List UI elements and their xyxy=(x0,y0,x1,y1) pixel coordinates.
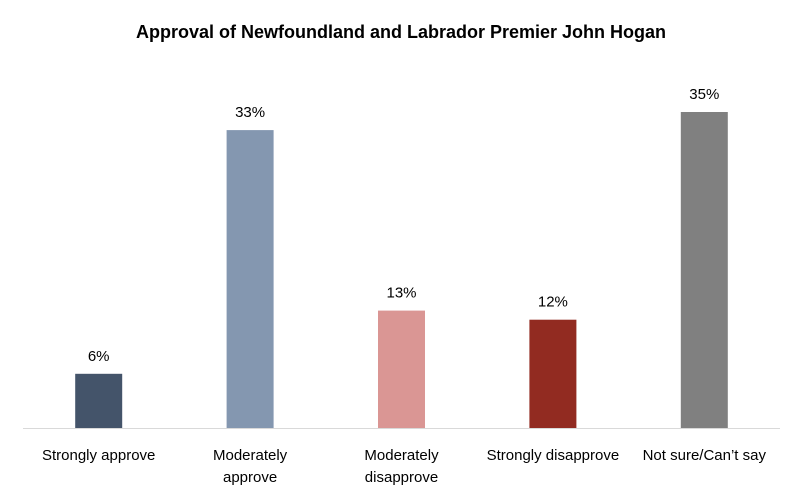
bar xyxy=(75,373,123,428)
data-label: 35% xyxy=(689,86,719,103)
category-label-line: disapprove xyxy=(365,469,438,486)
category-label: Strongly disapprove xyxy=(487,447,620,464)
data-label: 12% xyxy=(538,294,568,311)
chart-title: Approval of Newfoundland and Labrador Pr… xyxy=(136,22,666,42)
category-labels: Strongly approve Moderately approveModerat… xyxy=(42,447,766,486)
category-label: Moderately approve xyxy=(213,447,288,486)
category-label-line: Moderately xyxy=(213,447,288,464)
category-label-line: Strongly disapprove xyxy=(487,447,620,464)
bar xyxy=(378,310,425,428)
bar xyxy=(680,112,728,428)
category-label: Moderately disapprove xyxy=(364,447,439,486)
category-label-line: Moderately xyxy=(364,447,439,464)
category-label-line: Strongly approve xyxy=(42,447,155,464)
data-label: 33% xyxy=(235,104,265,121)
category-label-line: approve xyxy=(223,469,277,486)
bar xyxy=(226,130,274,428)
data-label: 13% xyxy=(386,285,416,302)
bars-group: 6% 33% 13% 12% 35% xyxy=(75,86,728,428)
category-label-line: Not sure/Can’t say xyxy=(643,447,767,464)
category-label: Strongly approve xyxy=(42,447,155,464)
data-label: 6% xyxy=(88,348,110,365)
bar xyxy=(529,319,577,428)
category-label: Not sure/Can’t say xyxy=(643,447,767,464)
